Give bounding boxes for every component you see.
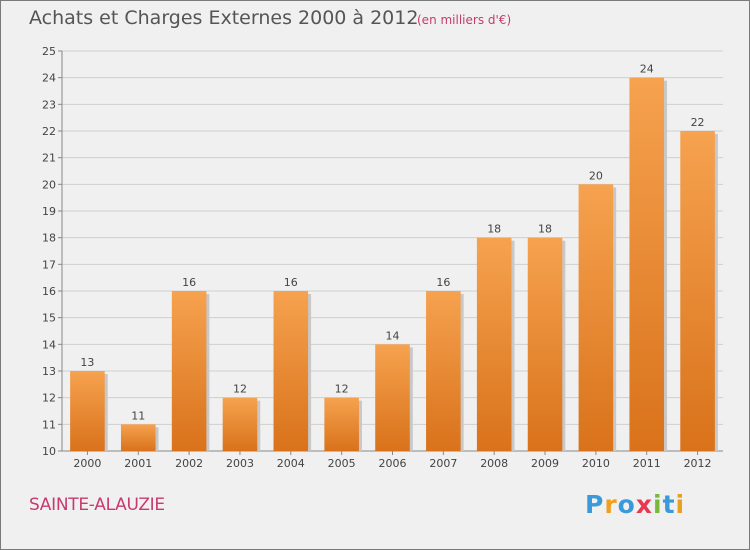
y-tick-label: 11 xyxy=(42,418,56,431)
bar xyxy=(680,131,715,451)
bar-value-label: 12 xyxy=(233,383,247,396)
bar xyxy=(476,237,512,451)
bar-value-label: 20 xyxy=(589,169,603,182)
chart-title: Achats et Charges Externes 2000 à 2012 xyxy=(29,7,419,29)
y-tick-label: 23 xyxy=(42,98,56,111)
y-tick-label: 20 xyxy=(42,178,56,191)
bar-value-label: 24 xyxy=(640,63,654,76)
x-tick-label: 2008 xyxy=(480,457,508,470)
bar xyxy=(375,344,410,451)
y-tick-label: 24 xyxy=(42,72,56,85)
bar-value-label: 16 xyxy=(284,276,298,289)
y-tick-label: 19 xyxy=(42,205,56,218)
x-tick-label: 2005 xyxy=(328,457,356,470)
x-tick-label: 2006 xyxy=(379,457,407,470)
x-tick-label: 2000 xyxy=(73,457,101,470)
y-tick-label: 25 xyxy=(42,45,56,58)
commune-name: SAINTE-ALAUZIE xyxy=(29,495,165,515)
bar-value-label: 16 xyxy=(436,276,450,289)
bar xyxy=(629,77,665,452)
bar-value-label: 14 xyxy=(386,329,400,342)
bar xyxy=(578,184,614,452)
logo-letter: i xyxy=(653,490,663,519)
proxiti-logo[interactable]: Proxiti xyxy=(585,490,685,519)
y-tick-label: 16 xyxy=(42,285,56,298)
y-tick-label: 15 xyxy=(42,312,56,325)
bar-value-label: 22 xyxy=(691,116,705,129)
bar xyxy=(120,424,156,451)
x-tick-label: 2001 xyxy=(124,457,152,470)
x-tick-label: 2011 xyxy=(633,457,661,470)
bar-value-label: 16 xyxy=(182,276,196,289)
x-tick-label: 2012 xyxy=(684,457,712,470)
bar xyxy=(273,291,309,451)
x-tick-label: 2010 xyxy=(582,457,610,470)
x-tick-label: 2009 xyxy=(531,457,559,470)
bar xyxy=(70,371,105,451)
logo-letter: i xyxy=(675,490,686,519)
logo-letter: o xyxy=(617,490,636,519)
y-tick-label: 22 xyxy=(42,125,56,138)
bar-value-label: 13 xyxy=(80,356,94,369)
bar xyxy=(324,397,359,451)
y-tick-label: 12 xyxy=(42,392,56,405)
y-tick-label: 13 xyxy=(42,365,56,378)
y-tick-label: 14 xyxy=(42,338,56,351)
logo-letter: x xyxy=(635,490,653,519)
y-tick-label: 17 xyxy=(42,258,56,271)
logo-letter: r xyxy=(604,490,618,519)
bar xyxy=(426,291,461,451)
bar-value-label: 18 xyxy=(538,223,552,236)
x-tick-label: 2002 xyxy=(175,457,203,470)
bar-value-label: 11 xyxy=(131,409,145,422)
x-tick-label: 2004 xyxy=(277,457,305,470)
logo-letter: P xyxy=(585,490,605,519)
bar-value-label: 12 xyxy=(335,383,349,396)
logo-letter: t xyxy=(662,490,676,519)
y-tick-label: 10 xyxy=(42,445,56,458)
bar xyxy=(527,237,563,451)
bar-value-label: 18 xyxy=(487,223,501,236)
x-tick-label: 2003 xyxy=(226,457,254,470)
bar xyxy=(171,291,207,451)
y-tick-label: 21 xyxy=(42,152,56,165)
x-tick-label: 2007 xyxy=(429,457,457,470)
bar xyxy=(222,397,258,451)
chart-subtitle: (en milliers d'€) xyxy=(417,13,512,27)
y-tick-label: 18 xyxy=(42,232,56,245)
